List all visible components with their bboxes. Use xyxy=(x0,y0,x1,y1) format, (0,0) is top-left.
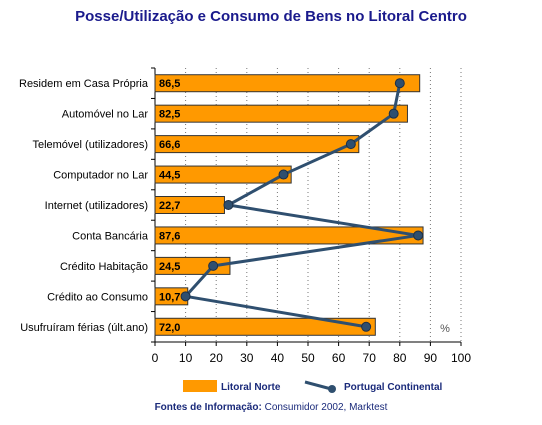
line-point xyxy=(388,108,399,119)
category-label: Internet (utilizadores) xyxy=(45,200,148,212)
bar-value-label: 87,6 xyxy=(159,230,180,242)
category-label: Automóvel no Lar xyxy=(62,109,149,121)
category-label: Usufruíram férias (últ.ano) xyxy=(20,322,148,334)
line-point xyxy=(208,260,219,271)
line-point xyxy=(345,139,356,150)
legend-label-portugal-continental: Portugal Continental xyxy=(344,382,443,393)
bar-value-label: 10,7 xyxy=(159,291,180,303)
unit-label: % xyxy=(440,323,450,335)
x-tick-label: 10 xyxy=(179,351,193,365)
bar-value-label: 24,5 xyxy=(159,261,180,273)
x-tick-label: 40 xyxy=(271,351,285,365)
x-tick-label: 90 xyxy=(424,351,438,365)
bar-value-label: 86,5 xyxy=(159,78,180,90)
bar xyxy=(154,74,421,93)
legend-marker-portugal-continental xyxy=(328,385,336,393)
line-point xyxy=(413,230,424,241)
bar xyxy=(154,104,408,123)
legend-swatch-litoral-norte xyxy=(183,380,217,392)
chart-title: Posse/Utilização e Consumo de Bens no Li… xyxy=(75,8,467,25)
line-point xyxy=(361,321,372,332)
category-label: Crédito Habitação xyxy=(60,261,148,273)
bar-value-label: 22,7 xyxy=(159,200,180,212)
x-tick-label: 80 xyxy=(393,351,407,365)
bar-value-label: 72,0 xyxy=(159,322,180,334)
bar-value-label: 82,5 xyxy=(159,109,180,121)
x-tick-label: 50 xyxy=(301,351,315,365)
x-tick-label: 30 xyxy=(240,351,254,365)
source-label: Fontes de Informação: xyxy=(154,402,262,413)
line-point xyxy=(223,200,234,210)
source-text: Consumidor 2002, Marktest xyxy=(261,402,388,413)
category-label: Conta Bancária xyxy=(72,230,149,242)
category-label: Computador no Lar xyxy=(53,170,148,182)
category-label: Crédito ao Consumo xyxy=(47,291,148,303)
bar-value-label: 44,5 xyxy=(159,170,180,182)
x-tick-label: 70 xyxy=(363,351,377,365)
line-point xyxy=(394,78,405,89)
x-tick-label: 60 xyxy=(332,351,346,365)
category-label: Telemóvel (utilizadores) xyxy=(32,139,148,151)
bar xyxy=(154,165,292,184)
bar xyxy=(154,317,376,336)
bar xyxy=(154,135,360,154)
line-point xyxy=(180,291,191,302)
x-tick-label: 100 xyxy=(451,351,471,365)
x-tick-label: 20 xyxy=(210,351,224,365)
line-point xyxy=(278,169,289,180)
x-tick-label: 0 xyxy=(152,351,159,365)
bar-value-label: 66,6 xyxy=(159,139,180,151)
legend-label-litoral-norte: Litoral Norte xyxy=(221,382,281,393)
source-note: Fontes de Informação: Consumidor 2002, M… xyxy=(0,402,542,413)
category-label: Residem em Casa Própria xyxy=(19,78,149,90)
